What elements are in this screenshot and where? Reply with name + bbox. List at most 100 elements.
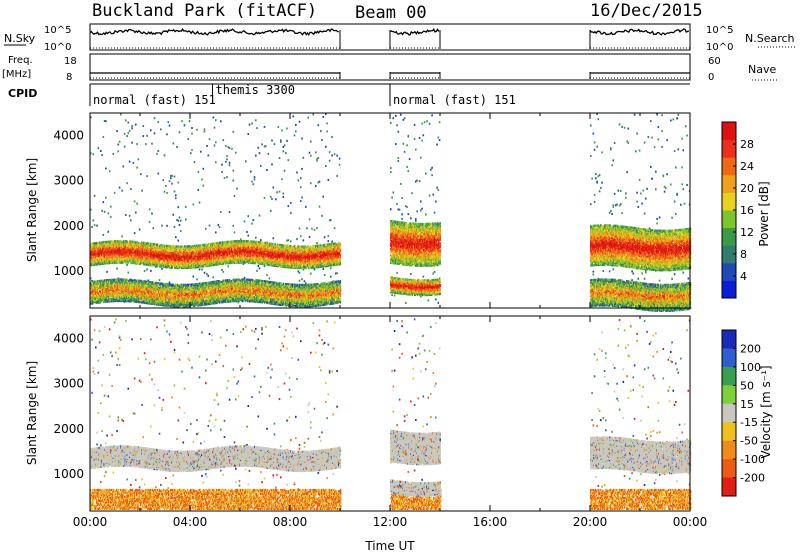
power-cell: [393, 117, 395, 119]
power-cell: [643, 190, 645, 192]
power-cell: [651, 137, 653, 139]
power-cell: [296, 238, 298, 240]
power-cell: [161, 225, 163, 227]
power-cell: [281, 129, 283, 131]
power-cell: [254, 176, 256, 178]
power-cell: [269, 277, 271, 279]
power-cell: [396, 272, 398, 274]
power-cell: [268, 153, 270, 155]
power-cell: [116, 268, 118, 270]
power-cell: [621, 126, 623, 128]
power-cell: [136, 167, 138, 169]
power-cell: [193, 276, 195, 278]
power-cell: [656, 222, 658, 224]
cpid-segment-label: normal (fast) 151: [393, 93, 516, 107]
nsky-label: N.Sky: [4, 32, 36, 45]
power-cell: [131, 142, 133, 144]
power-cell: [173, 245, 174, 247]
power-cell: [661, 146, 663, 148]
power-cell: [309, 152, 311, 154]
cpid-row: normal (fast) 151 themis 3300 normal (fa…: [90, 83, 516, 107]
power-cell: [290, 240, 292, 242]
power-cell: [276, 191, 278, 193]
power-cell: [228, 265, 230, 267]
power-cell: [281, 178, 283, 180]
power-cell: [175, 236, 177, 238]
power-cell: [650, 120, 652, 122]
power-cell: [621, 212, 623, 214]
power-cell: [283, 150, 285, 152]
power-cell: [666, 173, 668, 175]
power-cell: [151, 143, 153, 145]
power-cell: [146, 135, 148, 137]
power-cell: [315, 185, 317, 187]
power-cell: [163, 179, 165, 181]
power-cell: [160, 128, 162, 130]
power-cell: [638, 206, 640, 208]
power-cell: [396, 203, 398, 205]
power-cell: [328, 240, 330, 242]
power-cell: [233, 180, 235, 182]
power-cell: [286, 128, 288, 130]
power-cell: [255, 119, 257, 121]
power-cell: [600, 187, 602, 189]
power-cell: [234, 195, 236, 197]
power-cell: [100, 150, 102, 152]
power-cell: [255, 155, 257, 157]
power-cell: [208, 275, 210, 277]
power-cell: [414, 138, 416, 140]
power-cell: [420, 200, 422, 202]
power-cell: [191, 133, 193, 135]
power-cell: [131, 125, 133, 127]
power-cell: [271, 198, 273, 200]
power-cell: [313, 113, 315, 115]
power-cell: [639, 150, 641, 152]
power-cell: [645, 271, 647, 273]
power-cell: [229, 211, 231, 213]
power-cell: [223, 139, 225, 141]
power-cell: [224, 241, 225, 243]
power-cell: [274, 143, 276, 145]
power-cell: [438, 189, 440, 191]
power-cell: [119, 187, 121, 189]
power-cell: [631, 270, 633, 272]
power-cell: [666, 139, 668, 141]
power-cell: [158, 173, 160, 175]
power-cell: [590, 203, 592, 205]
power-cell: [675, 167, 677, 169]
power-cell: [167, 245, 168, 247]
power-cell: [300, 235, 302, 237]
power-cell: [227, 241, 228, 243]
power-cell: [218, 224, 220, 226]
power-cell: [339, 164, 341, 166]
power-cell: [671, 278, 673, 280]
power-cell: [209, 243, 210, 245]
power-cell: [593, 271, 595, 273]
power-cell: [204, 128, 206, 130]
power-cell: [301, 168, 303, 170]
power-cell: [215, 141, 217, 143]
power-cell: [208, 154, 210, 156]
cpid-segment-label: themis 3300: [216, 83, 295, 97]
power-cell: [259, 267, 261, 269]
power-cell: [190, 152, 192, 154]
power-cell: [179, 131, 181, 133]
power-cell: [260, 239, 262, 241]
power-cell: [196, 278, 198, 280]
power-cell: [400, 183, 402, 185]
power-cell: [248, 133, 250, 135]
power-cell: [226, 176, 228, 178]
power-cell: [130, 188, 132, 190]
power-cell: [414, 124, 416, 126]
power-cell: [200, 244, 201, 246]
power-cell: [279, 191, 281, 193]
freq-label: Freq.: [8, 55, 33, 66]
power-cell: [106, 271, 108, 273]
power-cell: [204, 272, 206, 274]
power-cell: [421, 123, 423, 125]
power-cell: [129, 130, 131, 132]
power-cell: [159, 279, 161, 281]
power-cell: [171, 183, 173, 185]
power-cell: [121, 235, 123, 237]
power-cell: [265, 145, 267, 147]
